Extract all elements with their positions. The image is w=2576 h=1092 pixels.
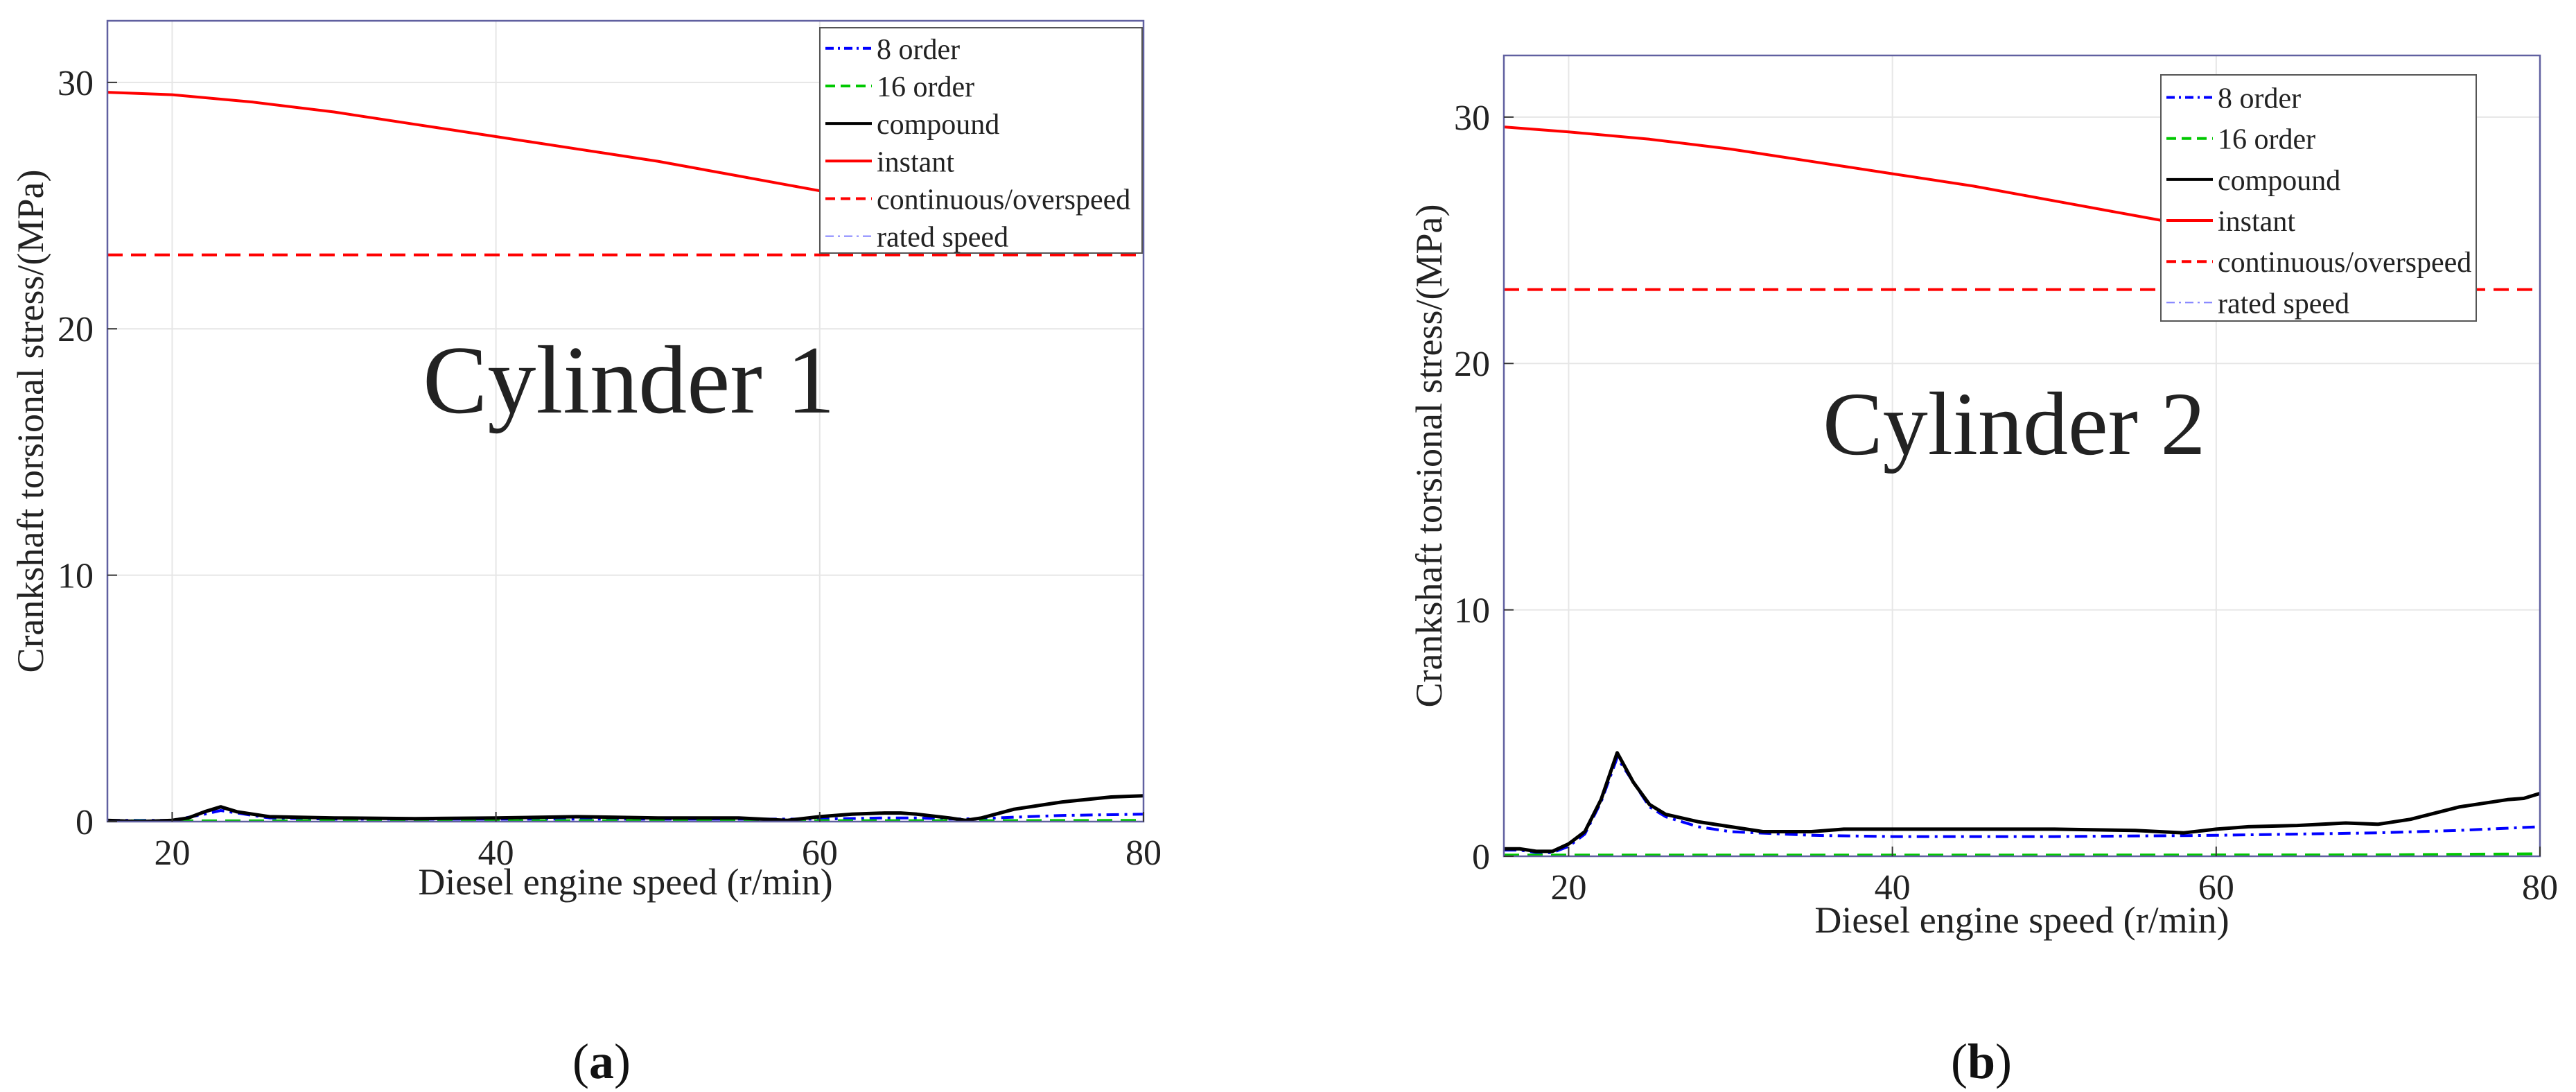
x-tick-label: 80 <box>1125 833 1162 873</box>
legend-entry: compound <box>2218 165 2340 197</box>
axes-frame-a <box>106 19 1145 823</box>
x-tick-label: 60 <box>802 833 838 873</box>
x-tick-label: 40 <box>1875 868 1911 908</box>
y-tick-label: 30 <box>58 64 94 103</box>
legend-entry: rated speed <box>877 222 1008 254</box>
legend-entry: 8 order <box>877 34 960 66</box>
plot-area-a <box>107 91 1144 822</box>
x-axis-label-b: Diesel engine speed (r/min) <box>1814 899 2229 941</box>
cylinder-label-a: Cylinder 1 <box>423 327 835 434</box>
x-tick-label: 20 <box>1550 868 1586 908</box>
legend-entry: instant <box>2218 206 2295 238</box>
y-tick-label: 20 <box>58 310 94 349</box>
x-tick-label: 40 <box>478 833 514 873</box>
series-line-instant <box>107 91 852 200</box>
tick-labels-b: 20 40 60 80 0 10 20 30 <box>1454 98 2558 908</box>
series-line-16-order <box>1504 852 2540 856</box>
legend-entry: 16 order <box>877 71 974 103</box>
panel-label-a: a <box>588 1034 614 1089</box>
cylinder-label-b: Cylinder 2 <box>1823 374 2205 474</box>
y-tick-label: 10 <box>1454 591 1490 631</box>
x-tick-label: 60 <box>2198 868 2234 908</box>
y-axis-label-b: Crankshaft torsional stress/(MPa) <box>1408 205 1450 708</box>
legend-a: 8 order 16 order compound instant continuous… <box>819 27 1143 254</box>
axes-frame-b <box>1502 54 2541 858</box>
x-tick-label: 20 <box>154 833 190 873</box>
y-tick-label: 0 <box>1472 838 1490 877</box>
legend-entry: continuous/overspeed <box>2218 247 2471 279</box>
series-line-compound <box>107 794 1144 822</box>
x-tick-label: 80 <box>2522 868 2558 908</box>
y-tick-label: 10 <box>58 557 94 596</box>
chart-panel-a: 20 40 60 80 0 10 20 30 Cylinder 1 Diesel engine… <box>10 19 1162 903</box>
chart-panel-b: 20 40 60 80 0 10 20 30 Cylinder 2 Diesel engine… <box>1408 54 2558 941</box>
panel-caption-b: (b) <box>1951 1034 2013 1089</box>
panel-caption-a: (a) <box>572 1034 631 1089</box>
series-line-8-order <box>1504 756 2540 854</box>
series-line-compound <box>1504 751 2540 853</box>
legend-entry: instant <box>877 146 954 178</box>
legend-entry: rated speed <box>2218 288 2349 320</box>
legend-entry: compound <box>877 109 999 141</box>
legend-b: 8 order 16 order compound instant continuous… <box>2160 74 2477 322</box>
legend-entry: continuous/overspeed <box>877 184 1130 216</box>
legend-box <box>819 27 1143 254</box>
legend-box <box>2160 74 2477 322</box>
legend-entry: 8 order <box>2218 83 2301 115</box>
tick-labels-a: 20 40 60 80 0 10 20 30 <box>58 64 1162 873</box>
y-tick-label: 30 <box>1454 98 1490 138</box>
y-axis-label-a: Crankshaft torsional stress/(MPa) <box>10 170 51 673</box>
y-tick-label: 20 <box>1454 345 1490 384</box>
x-axis-label-a: Diesel engine speed (r/min) <box>418 861 832 903</box>
y-tick-label: 0 <box>76 803 94 842</box>
series-line-8-order <box>107 809 1144 822</box>
series-line-instant <box>1504 125 2217 232</box>
legend-entry: 16 order <box>2218 124 2315 156</box>
panel-label-b: b <box>1967 1034 1996 1089</box>
